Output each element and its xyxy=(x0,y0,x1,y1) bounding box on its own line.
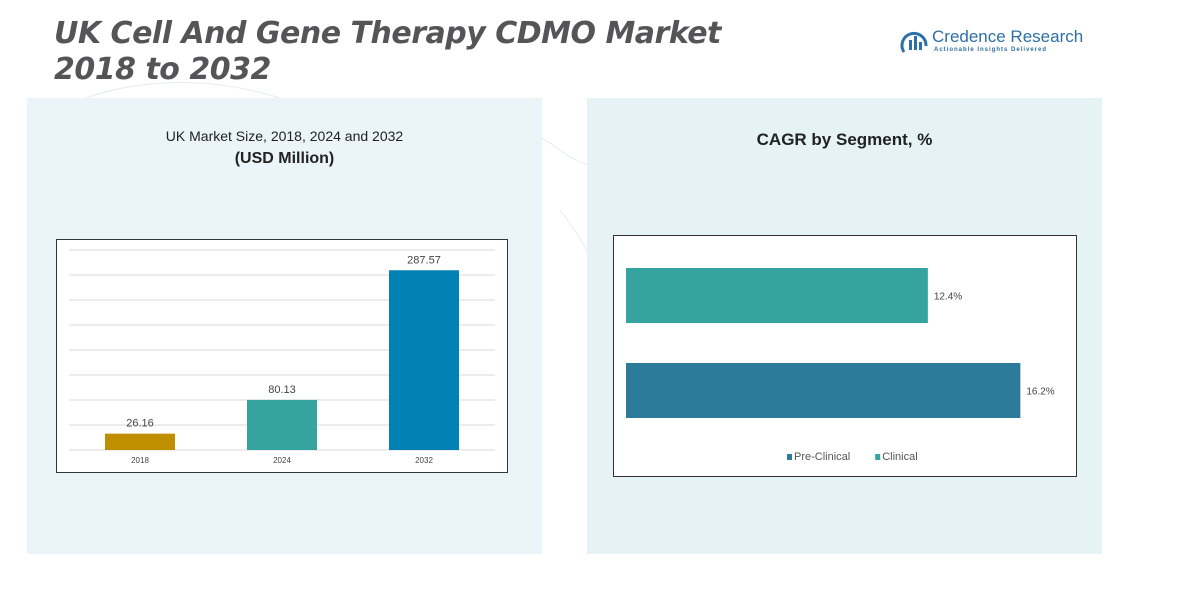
cagr-chart: 12.4% 16.2% Pre-Clinical Clinical xyxy=(613,235,1077,477)
logo-tagline: Actionable Insights Delivered xyxy=(934,47,1048,53)
legend-swatch xyxy=(875,454,881,460)
bar-2024 xyxy=(247,399,317,450)
credence-research-logo[interactable]: Credence Research Actionable Insights De… xyxy=(900,26,1100,60)
market-size-bar-chart: 26.16 2018 80.13 2024 287.57 2032 xyxy=(69,249,495,465)
legend-swatch xyxy=(787,454,792,460)
title-line-1: UK Cell And Gene Therapy CDMO Market xyxy=(54,16,721,51)
logo-name: Credence Research xyxy=(932,27,1084,46)
credence-research-logo-icon xyxy=(900,31,928,53)
cagr-title: CAGR by Segment, % xyxy=(756,130,933,149)
bar-value-label: 80.13 xyxy=(268,384,296,396)
bar-2032 xyxy=(389,270,459,450)
page-title: UK Cell And Gene Therapy CDMO Market 201… xyxy=(54,16,721,88)
hbar-value-label: 12.4% xyxy=(934,292,962,303)
x-tick-label: 2024 xyxy=(273,456,291,465)
cagr-horizontal-bar-chart: 12.4% 16.2% Pre-Clinical Clinical xyxy=(626,268,1055,463)
market-size-subtitle: UK Market Size, 2018, 2024 and 2032 xyxy=(165,128,404,144)
x-tick-label: 2018 xyxy=(131,456,149,465)
hbar-pre-clinical xyxy=(626,363,1021,418)
market-size-chart: 26.16 2018 80.13 2024 287.57 2032 xyxy=(56,239,508,473)
bar-2018 xyxy=(105,433,175,450)
hbar-value-label: 16.2% xyxy=(1026,387,1054,398)
legend-entry: Clinical xyxy=(882,451,917,463)
legend-entry: Pre-Clinical xyxy=(794,451,850,463)
title-line-2: 2018 to 2032 xyxy=(54,52,271,87)
hbar-clinical xyxy=(626,268,928,323)
bar-value-label: 26.16 xyxy=(126,418,154,430)
bar-value-label: 287.57 xyxy=(407,254,441,266)
market-size-unit: (USD Million) xyxy=(234,150,335,167)
x-tick-label: 2032 xyxy=(415,456,433,465)
